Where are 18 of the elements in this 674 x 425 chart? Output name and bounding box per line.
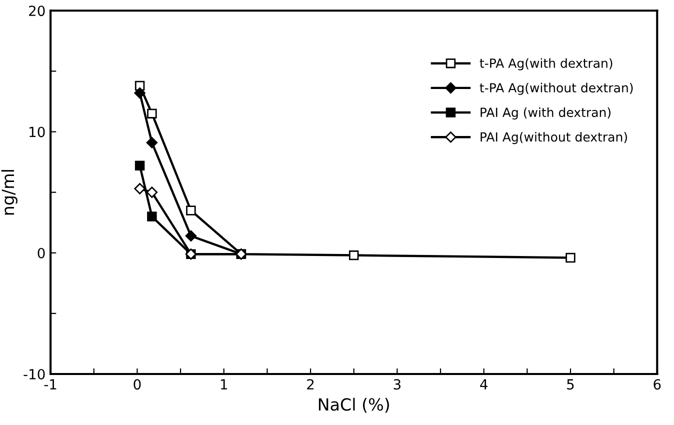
x-axis-title: NaCl (%) xyxy=(318,398,389,413)
x-tick-label: -1 xyxy=(44,379,56,390)
y-tick-label: 20 xyxy=(29,6,45,16)
y-tick-label: 0 xyxy=(38,248,45,258)
x-tick-label: 4 xyxy=(480,379,488,390)
x-tick-label: 1 xyxy=(220,379,227,390)
x-tick-label: 3 xyxy=(394,379,400,390)
x-tick-label: 6 xyxy=(654,379,661,390)
x-tick-label: 5 xyxy=(567,379,574,390)
x-tick-label: 0 xyxy=(134,379,141,390)
legend-label: PAI Ag (with dextran) xyxy=(480,107,610,120)
y-tick-label: 10 xyxy=(30,126,45,138)
legend-label: t-PA Ag(with dextran) xyxy=(480,58,612,70)
y-axis-title: ng/ml xyxy=(1,170,18,215)
legend-label: PAI Ag(without dextran) xyxy=(480,132,627,144)
y-tick-label: -10 xyxy=(24,368,45,380)
legend-label: t-PA Ag(without dextran) xyxy=(480,82,633,95)
x-tick-label: 2 xyxy=(307,379,314,390)
